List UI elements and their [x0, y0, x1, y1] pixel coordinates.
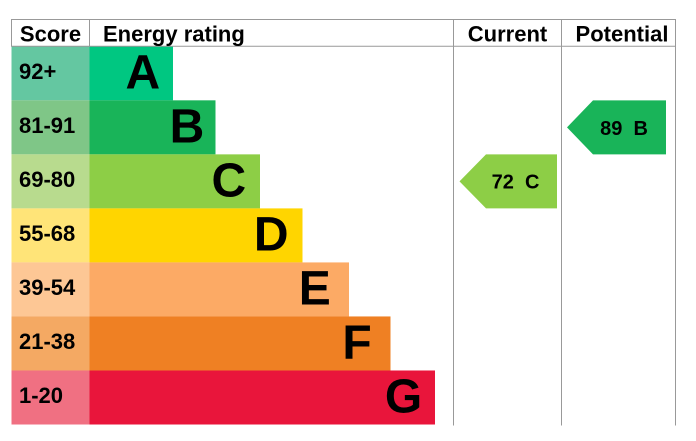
svg-text:Potential: Potential: [576, 21, 669, 46]
svg-text:B: B: [170, 101, 205, 154]
svg-text:69-80: 69-80: [19, 167, 75, 192]
svg-text:Score: Score: [20, 21, 81, 46]
svg-text:21-38: 21-38: [19, 329, 75, 354]
svg-text:E: E: [299, 263, 331, 316]
svg-text:89 B: 89 B: [600, 118, 648, 140]
svg-text:C: C: [211, 155, 246, 208]
svg-text:A: A: [125, 47, 160, 100]
svg-text:55-68: 55-68: [19, 221, 75, 246]
svg-text:81-91: 81-91: [19, 113, 75, 138]
svg-text:D: D: [254, 209, 289, 262]
svg-text:G: G: [385, 371, 422, 424]
svg-text:Current: Current: [468, 21, 548, 46]
svg-text:39-54: 39-54: [19, 275, 76, 300]
svg-text:Energy rating: Energy rating: [103, 21, 245, 46]
svg-text:92+: 92+: [19, 59, 56, 84]
svg-text:72 C: 72 C: [492, 171, 540, 193]
svg-text:F: F: [342, 317, 371, 370]
svg-text:1-20: 1-20: [19, 383, 63, 408]
